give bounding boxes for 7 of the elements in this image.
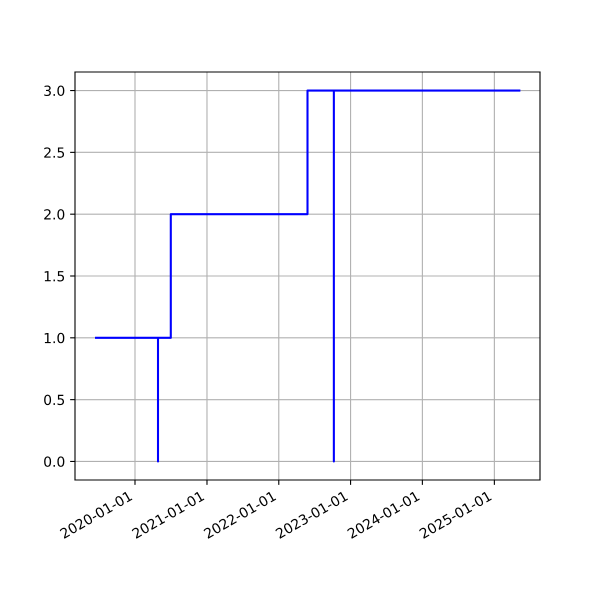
y-tick-label: 2.5	[44, 147, 64, 158]
y-tick-label: 2.0	[44, 209, 64, 220]
y-tick-label: 0.0	[44, 456, 64, 467]
y-tick-label: 1.5	[44, 271, 64, 282]
y-tick-label: 3.0	[44, 86, 64, 96]
y-tick-label: 1.0	[44, 332, 64, 344]
y-tick-label: 0.5	[44, 394, 64, 406]
